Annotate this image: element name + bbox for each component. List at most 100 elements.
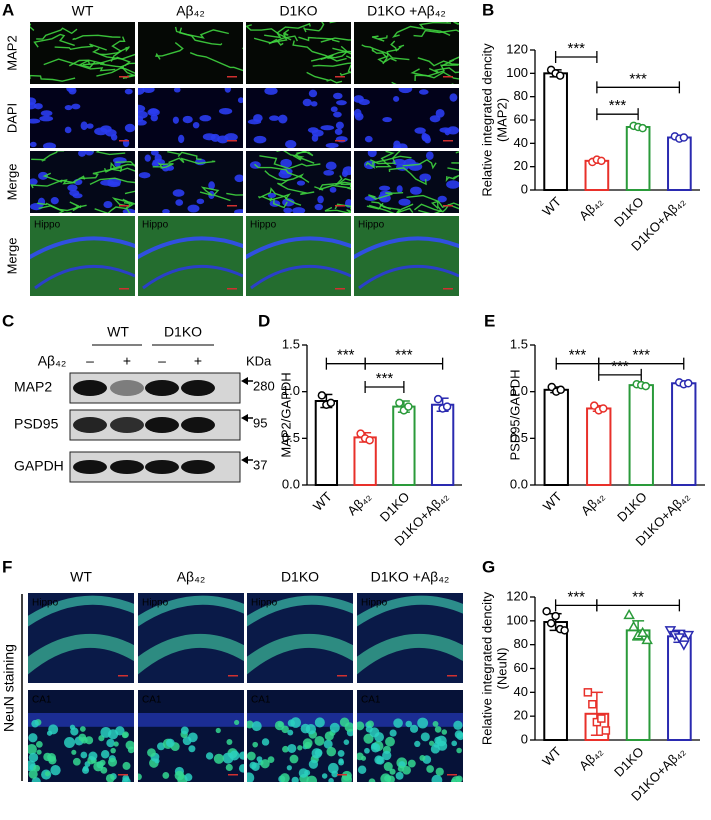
neuron — [260, 759, 270, 769]
panel-letter: A — [2, 0, 14, 19]
nucleus — [182, 115, 193, 124]
neurite — [78, 59, 96, 69]
neuron — [106, 738, 115, 748]
micrograph — [30, 22, 135, 84]
y-tick-label: 80 — [514, 636, 528, 651]
nucleus — [367, 151, 377, 158]
neuron — [331, 770, 339, 778]
nucleus — [173, 88, 181, 93]
neuron — [382, 750, 392, 761]
neuron — [247, 751, 256, 761]
significance-label: *** — [567, 40, 585, 57]
blot-band — [145, 380, 179, 396]
significance-label: *** — [632, 347, 650, 364]
neurite — [441, 56, 459, 67]
neuron — [100, 749, 110, 759]
micrograph — [28, 690, 134, 782]
neuron — [286, 765, 292, 771]
nucleus — [437, 195, 447, 203]
micrograph — [246, 216, 351, 296]
neuron — [386, 775, 395, 782]
neurite — [43, 58, 116, 72]
neuron — [125, 740, 134, 750]
region-label: Hippo — [34, 220, 61, 231]
micrograph — [354, 151, 459, 213]
neuron — [326, 746, 337, 757]
panel-letter: C — [2, 311, 14, 330]
neuron — [229, 750, 240, 761]
cell-layer — [28, 595, 134, 627]
scale-bar — [119, 140, 129, 142]
neuron — [456, 747, 462, 754]
neuron — [337, 750, 345, 757]
neurite — [292, 151, 307, 161]
nucleus — [425, 151, 434, 160]
neuron — [88, 751, 98, 761]
nucleus — [138, 119, 147, 126]
neuron — [298, 768, 309, 778]
row-label: Merge — [4, 238, 19, 275]
nucleus — [30, 178, 38, 185]
micrograph — [247, 593, 353, 683]
neuron — [71, 749, 77, 755]
neurite — [264, 22, 311, 39]
region-label: Hippo — [361, 598, 388, 609]
neurite — [314, 178, 351, 191]
neuron — [343, 739, 350, 745]
region-label: Hippo — [250, 220, 277, 231]
nucleus — [86, 123, 94, 129]
nucleus — [187, 204, 200, 213]
neuron — [297, 745, 303, 751]
panel-letter: G — [482, 557, 495, 576]
panel-letter: D — [258, 311, 270, 330]
neurite — [445, 174, 459, 183]
neuron — [36, 749, 42, 755]
neuron — [357, 721, 365, 731]
neuron — [441, 729, 448, 735]
micrograph — [357, 593, 463, 683]
neuron — [46, 730, 53, 736]
nucleus — [68, 88, 77, 95]
nucleus — [33, 103, 43, 110]
micrograph — [247, 690, 353, 782]
neuron — [393, 718, 403, 728]
neuron — [451, 740, 458, 747]
region-label: CA1 — [32, 695, 52, 706]
cell-band — [28, 713, 134, 727]
data-point — [641, 381, 650, 391]
neurite — [68, 59, 125, 68]
neurite — [264, 170, 305, 182]
nucleus — [72, 193, 83, 199]
neuron — [428, 740, 435, 746]
neuron — [344, 722, 353, 732]
cell-layer — [357, 633, 463, 675]
data-point — [551, 611, 560, 621]
neurite — [259, 155, 321, 170]
cell-layer — [142, 264, 243, 290]
neuron — [291, 776, 299, 782]
neuron — [414, 740, 421, 748]
neuron — [226, 739, 233, 745]
nucleus — [172, 116, 179, 124]
neurite — [199, 186, 231, 202]
panel-letter: E — [484, 311, 495, 330]
nucleus — [329, 186, 337, 193]
nucleus — [138, 88, 145, 95]
nucleus — [354, 112, 364, 121]
bar — [543, 72, 568, 191]
row-label: MAP2 — [4, 35, 19, 70]
data-point — [556, 385, 565, 395]
neurite — [91, 151, 126, 156]
neuron — [300, 723, 311, 734]
neuron — [405, 720, 413, 728]
neuron — [28, 752, 39, 763]
y-tick-label: 1.0 — [510, 383, 528, 398]
panel-letter: B — [482, 0, 494, 19]
nucleus — [154, 153, 162, 163]
neuron — [323, 739, 333, 749]
nucleus — [334, 128, 343, 135]
neuron — [417, 717, 429, 729]
neuron — [31, 719, 39, 728]
data-point — [555, 71, 565, 80]
nucleus — [341, 170, 348, 178]
